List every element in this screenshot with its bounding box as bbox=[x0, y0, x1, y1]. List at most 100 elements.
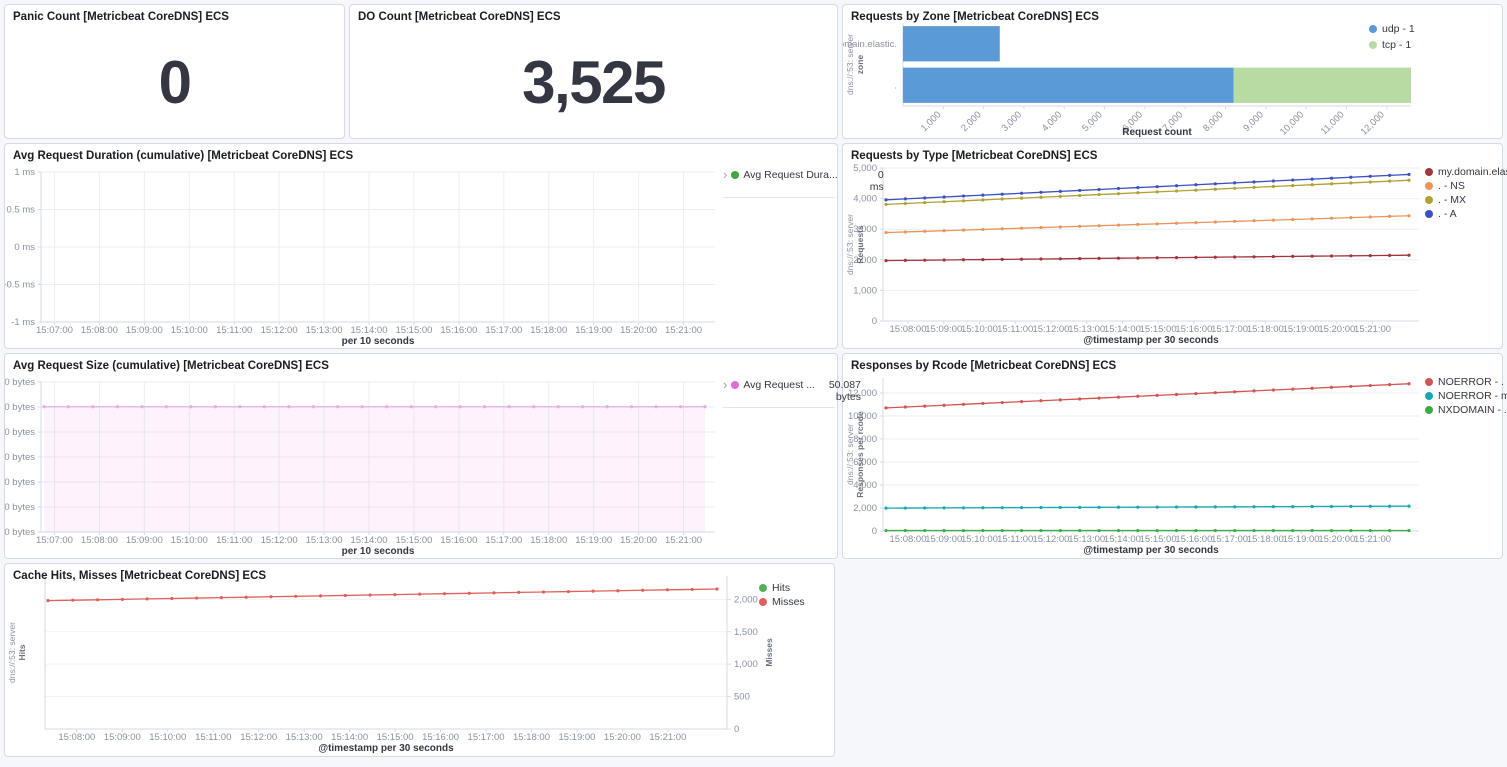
chevron-right-icon[interactable]: › bbox=[723, 377, 728, 392]
svg-text:4,000: 4,000 bbox=[1040, 109, 1065, 134]
svg-text:15:18:00: 15:18:00 bbox=[513, 732, 550, 743]
series-markers bbox=[884, 253, 1411, 263]
legend-item[interactable]: NOERROR - my.dom... bbox=[1425, 389, 1507, 403]
avg-request-size-chart[interactable]: 60 bytes 50 bytes 40 bytes 30 bytes 20 bytes… bbox=[5, 354, 837, 558]
do-count-value: 3,525 bbox=[522, 49, 666, 116]
y-axis-label: dns://:53: server Responses per rcode bbox=[845, 411, 865, 498]
svg-text:15:13:00: 15:13:00 bbox=[1068, 324, 1105, 335]
svg-text:15:15:00: 15:15:00 bbox=[377, 732, 414, 743]
svg-text:Requests: Requests bbox=[855, 225, 865, 264]
svg-text:15:16:00: 15:16:00 bbox=[1175, 534, 1212, 545]
legend-series-label[interactable]: Avg Request ... bbox=[743, 379, 815, 391]
series-markers bbox=[42, 405, 707, 409]
legend-series-label: udp - 1 bbox=[1382, 23, 1415, 35]
axes: 60 bytes 50 bytes 40 bytes 30 bytes 20 bytes… bbox=[5, 377, 715, 538]
avg-request-duration-chart[interactable]: 1 ms 0.5 ms 0 ms -0.5 ms -1 ms 15:07:00 15:08:… bbox=[5, 144, 837, 348]
x-axis: 15:07:00 15:08:00 15:09:00 15:10:00 15:11:00… bbox=[36, 172, 702, 336]
svg-text:15:07:00: 15:07:00 bbox=[36, 325, 73, 336]
legend-series-label: . - NS bbox=[1438, 180, 1465, 192]
svg-text:0 ms: 0 ms bbox=[14, 242, 35, 253]
panel-avg-request-duration: Avg Request Duration (cumulative) [Metri… bbox=[4, 143, 884, 349]
legend-item[interactable]: . - MX bbox=[1425, 193, 1507, 207]
legend-item[interactable]: NXDOMAIN - . bbox=[1425, 403, 1507, 417]
panel-title-cache-hits-misses[interactable]: Cache Hits, Misses [Metricbeat CoreDNS] … bbox=[13, 570, 267, 582]
panel-title-avg-request-size[interactable]: Avg Request Size (cumulative) [Metricbea… bbox=[13, 360, 329, 372]
series-area bbox=[44, 406, 705, 532]
svg-text:15:11:00: 15:11:00 bbox=[195, 732, 231, 743]
svg-text:15:21:00: 15:21:00 bbox=[665, 325, 702, 336]
panel-requests-by-zone: Requests by Zone [Metricbeat CoreDNS] EC… bbox=[842, 4, 1503, 139]
legend-item[interactable]: . - A bbox=[1425, 207, 1507, 221]
svg-text:15:11:00: 15:11:00 bbox=[216, 325, 252, 336]
requests-by-zone-chart[interactable]: 1,000 2,000 3,000 4,000 5,000 6,000 7,000 8,000… bbox=[843, 5, 1502, 138]
legend-item[interactable]: tcp - 1 bbox=[1369, 37, 1415, 53]
svg-text:1,500: 1,500 bbox=[734, 627, 758, 638]
panel-title-responses-by-rcode[interactable]: Responses by Rcode [Metricbeat CoreDNS] … bbox=[851, 360, 1117, 372]
panel-title-panic-count[interactable]: Panic Count [Metricbeat CoreDNS] ECS bbox=[13, 11, 229, 23]
panel-title-requests-by-zone[interactable]: Requests by Zone [Metricbeat CoreDNS] EC… bbox=[851, 11, 1099, 23]
cache-hits-misses-chart[interactable]: 2,000 1,500 1,000 500 0 Misses 15:08:00 15:09:0… bbox=[5, 564, 834, 756]
svg-text:15:21:00: 15:21:00 bbox=[1354, 324, 1391, 335]
svg-text:50 bytes: 50 bytes bbox=[5, 402, 35, 413]
legend-series-dot bbox=[1425, 182, 1433, 190]
axes: 0 2,000 4,000 6,000 8,000 10,000 12,000 bbox=[848, 378, 1419, 537]
svg-text:0 bytes: 0 bytes bbox=[5, 527, 35, 538]
legend-item[interactable]: udp - 1 bbox=[1369, 21, 1415, 37]
metric-container: 0 bbox=[5, 27, 344, 138]
svg-text:20 bytes: 20 bytes bbox=[5, 477, 35, 488]
legend-item[interactable]: NOERROR - . bbox=[1425, 375, 1507, 389]
legend-item[interactable]: my.domain.elastic. - A bbox=[1425, 165, 1507, 179]
svg-text:15:21:00: 15:21:00 bbox=[649, 732, 686, 743]
legend-item[interactable]: Misses bbox=[759, 595, 805, 609]
svg-text:per 10 seconds: per 10 seconds bbox=[342, 546, 415, 557]
svg-text:15:19:00: 15:19:00 bbox=[575, 325, 612, 336]
panel-title-avg-request-duration[interactable]: Avg Request Duration (cumulative) [Metri… bbox=[13, 150, 354, 162]
svg-text:15:12:00: 15:12:00 bbox=[261, 535, 298, 546]
metric-container: 3,525 bbox=[350, 27, 837, 138]
legend-series-dot bbox=[1425, 392, 1433, 400]
svg-text:9,000: 9,000 bbox=[1241, 109, 1266, 134]
y-axis-label: dns://:53: server zone bbox=[845, 34, 865, 95]
svg-text:-1 ms: -1 ms bbox=[11, 317, 35, 328]
avg-request-size-legend[interactable]: › Avg Request ... 50.087 bytes bbox=[723, 377, 861, 408]
panel-panic-count: Panic Count [Metricbeat CoreDNS] ECS 0 bbox=[4, 4, 345, 139]
axes: 0 1,000 2,000 3,000 4,000 5,000 bbox=[853, 163, 1419, 327]
chart-legend: udp - 1 tcp - 1 bbox=[1369, 21, 1415, 53]
svg-text:2,000: 2,000 bbox=[853, 255, 877, 266]
legend-series-label: NXDOMAIN - . bbox=[1438, 404, 1507, 416]
legend-item[interactable]: Hits bbox=[759, 581, 805, 595]
svg-text:15:17:00: 15:17:00 bbox=[468, 732, 505, 743]
panel-title-do-count[interactable]: DO Count [Metricbeat CoreDNS] ECS bbox=[358, 11, 561, 23]
chevron-right-icon[interactable]: › bbox=[723, 167, 728, 182]
svg-text:zone: zone bbox=[855, 55, 865, 75]
svg-text:15:10:00: 15:10:00 bbox=[149, 732, 186, 743]
svg-text:@timestamp per 30 seconds: @timestamp per 30 seconds bbox=[318, 743, 454, 754]
svg-text:15:09:00: 15:09:00 bbox=[104, 732, 141, 743]
panel-requests-by-type: Requests by Type [Metricbeat CoreDNS] EC… bbox=[842, 143, 1507, 349]
avg-request-duration-legend[interactable]: › Avg Request Dura... 0 ms bbox=[723, 167, 884, 198]
svg-text:15:18:00: 15:18:00 bbox=[530, 325, 567, 336]
legend-series-label[interactable]: Avg Request Dura... bbox=[743, 169, 838, 181]
svg-text:@timestamp per 30 seconds: @timestamp per 30 seconds bbox=[1083, 545, 1219, 556]
svg-text:15:16:00: 15:16:00 bbox=[422, 732, 459, 743]
svg-text:0: 0 bbox=[872, 526, 877, 537]
svg-text:15:12:00: 15:12:00 bbox=[240, 732, 277, 743]
requests-by-type-chart[interactable]: 0 1,000 2,000 3,000 4,000 5,000 15:08:00 15:09:… bbox=[843, 144, 1502, 348]
responses-by-rcode-chart[interactable]: 0 2,000 4,000 6,000 8,000 10,000 12,000 15:08:0… bbox=[843, 354, 1502, 558]
bar-segment bbox=[903, 26, 1000, 62]
svg-text:1,000: 1,000 bbox=[919, 109, 944, 134]
panel-title-requests-by-type[interactable]: Requests by Type [Metricbeat CoreDNS] EC… bbox=[851, 150, 1098, 162]
svg-text:15:09:00: 15:09:00 bbox=[126, 535, 163, 546]
series-line bbox=[885, 505, 1410, 509]
svg-text:15:16:00: 15:16:00 bbox=[440, 325, 477, 336]
svg-text:0: 0 bbox=[734, 724, 739, 735]
svg-text:15:13:00: 15:13:00 bbox=[306, 325, 343, 336]
svg-text:15:14:00: 15:14:00 bbox=[351, 325, 388, 336]
legend-item[interactable]: . - NS bbox=[1425, 179, 1507, 193]
svg-text:10,000: 10,000 bbox=[1278, 109, 1306, 137]
svg-text:15:17:00: 15:17:00 bbox=[1211, 534, 1248, 545]
svg-text:Hits: Hits bbox=[17, 644, 27, 660]
svg-text:15:20:00: 15:20:00 bbox=[620, 325, 657, 336]
series-line bbox=[885, 173, 1410, 201]
rcode-svg: 0 2,000 4,000 6,000 8,000 10,000 12,000 15:08:0… bbox=[845, 378, 1419, 556]
